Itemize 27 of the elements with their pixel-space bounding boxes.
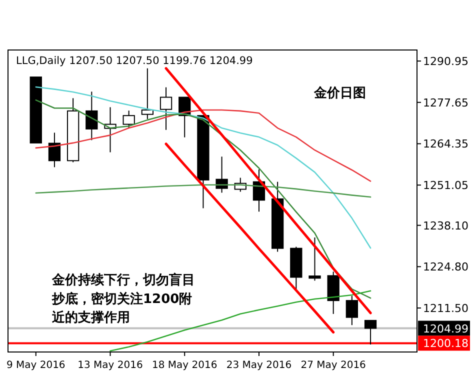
candlestick <box>364 320 377 346</box>
y-tick-label: 1211.50 <box>423 302 468 316</box>
x-tick-label: 18 May 2016 <box>152 360 218 371</box>
candlestick <box>122 110 135 129</box>
candlestick <box>216 156 228 194</box>
y-tick-label: 1238.10 <box>423 219 468 232</box>
candlestick <box>160 86 172 130</box>
annotation: 金价日图 <box>313 86 366 101</box>
y-tick-label: 1290.95 <box>423 55 468 68</box>
annotation: LLG,Daily 1207.50 1207.50 1199.76 1204.99 <box>16 55 253 67</box>
candlestick <box>308 236 321 282</box>
x-tick-label: 13 May 2016 <box>78 360 143 371</box>
candlestick <box>48 132 61 168</box>
candlestick <box>86 91 98 141</box>
x-tick-label: 23 May 2016 <box>226 360 292 371</box>
ref-line-label: 1200.18 <box>423 337 468 350</box>
x-tick-label: 9 May 2016 <box>6 360 66 371</box>
x-tick-label: 27 May 2016 <box>300 360 366 371</box>
annotation: 金价持续下行，切勿盲目抄底，密切关注1200附近的支撑作用 <box>51 272 195 326</box>
y-tick-label: 1224.80 <box>423 260 468 274</box>
y-tick-label: 1264.35 <box>423 138 468 151</box>
line-series <box>35 86 372 249</box>
candlestick <box>141 68 154 120</box>
y-tick-label: 1251.05 <box>423 179 468 192</box>
y-tick-label: 1277.65 <box>423 96 468 110</box>
ref-line-label: 1204.99 <box>423 322 468 336</box>
candlestick <box>346 295 358 326</box>
